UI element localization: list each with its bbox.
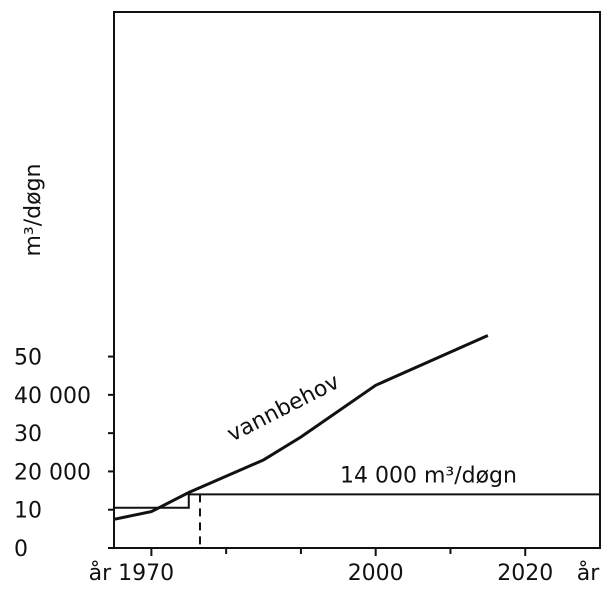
series-line [113, 334, 489, 521]
y-tick-label: 50 [14, 346, 42, 371]
x-tick-label: 2020 [497, 561, 553, 586]
y-tick-label: 10 [14, 499, 42, 524]
y-tick-label: 0 [14, 537, 28, 562]
y-tick-label: 30 [14, 422, 42, 447]
x-tick-label: 2000 [348, 561, 404, 586]
y-axis-label: m³/døgn [21, 164, 46, 257]
plot-frame [113, 11, 601, 549]
series-label: vannbehov [223, 370, 343, 448]
x-axis-label: år [577, 560, 600, 586]
x-tick-label: år 1970 [89, 560, 175, 586]
y-tick-label: 40 000 [14, 384, 91, 409]
series-label: 14 000 m³/døgn [340, 463, 517, 488]
y-tick-label: 20 000 [14, 460, 91, 485]
series-line [114, 493, 600, 509]
